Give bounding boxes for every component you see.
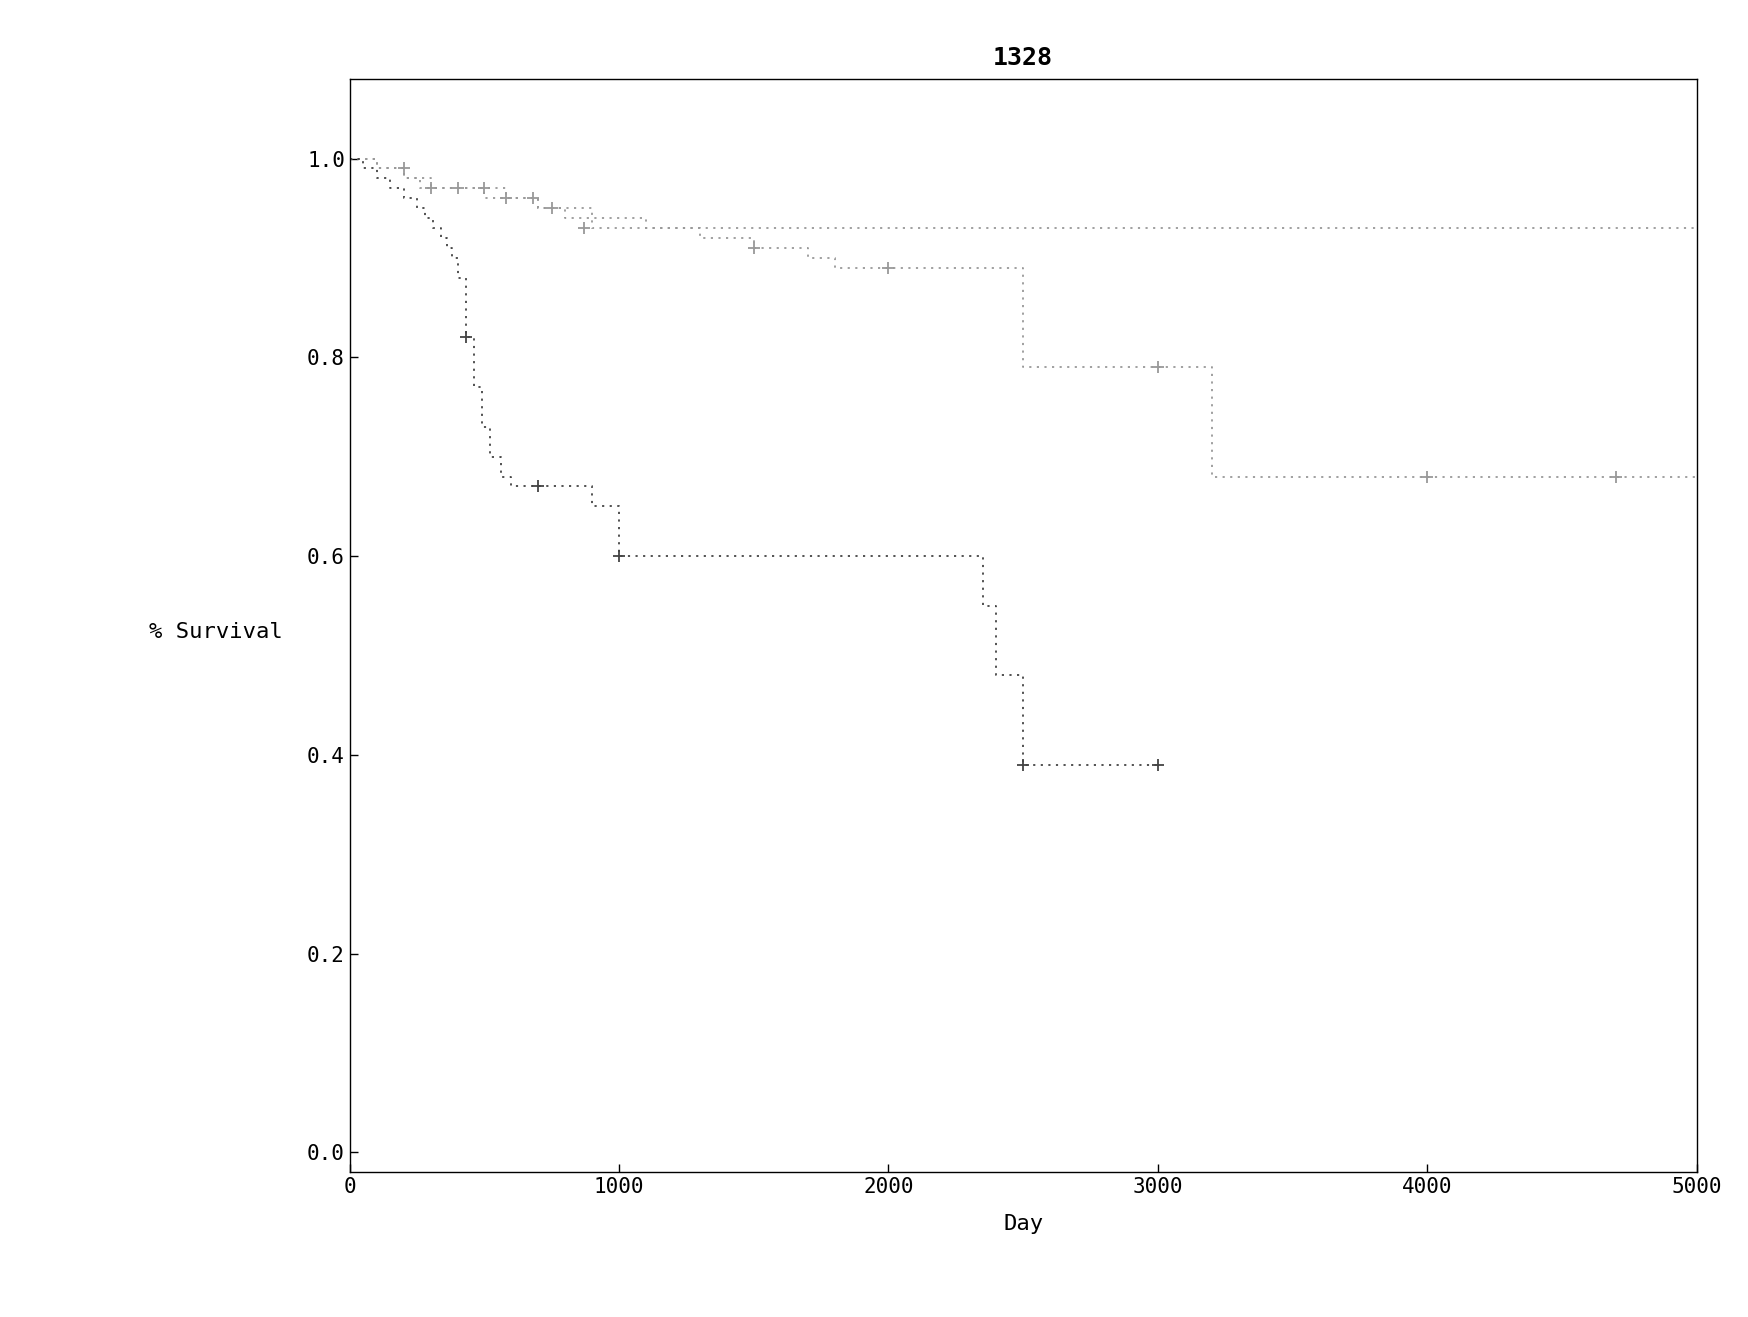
Title: 1328: 1328 [993,46,1052,70]
Text: % Survival: % Survival [149,622,281,643]
X-axis label: Day: Day [1003,1214,1042,1234]
